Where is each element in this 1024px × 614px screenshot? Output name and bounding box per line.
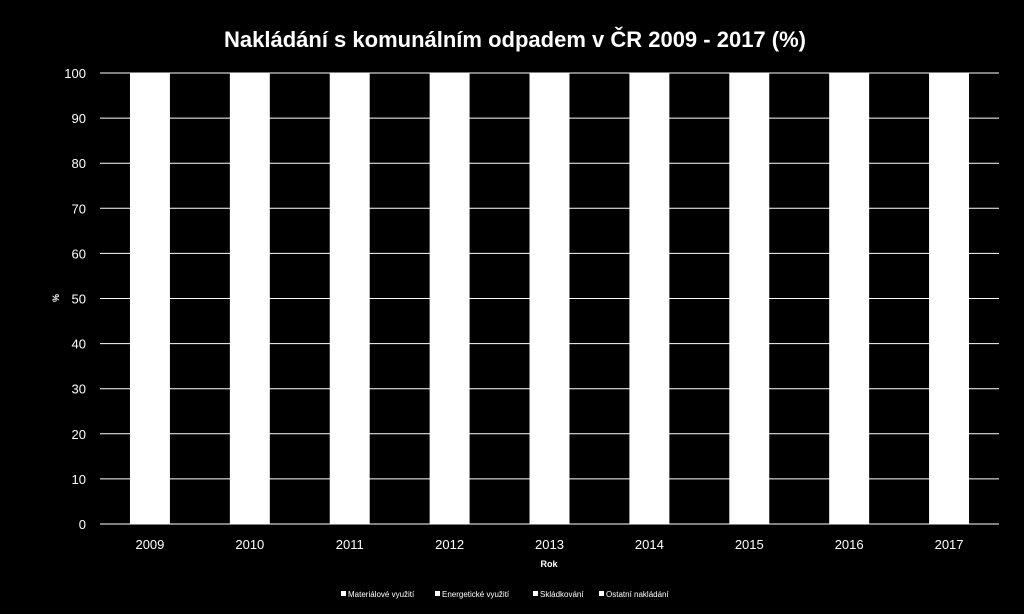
y-tick-label: 10 xyxy=(72,472,86,487)
legend: Materiálové využití Energetické využití Sk… xyxy=(341,590,669,599)
bar-2011-series-3 xyxy=(329,73,370,524)
bar-2016-series-3 xyxy=(829,73,870,524)
bar-2009-series-3 xyxy=(129,73,170,524)
bar-2013-series-3 xyxy=(529,73,570,524)
x-tick-label: 2010 xyxy=(235,537,264,552)
legend-label-1: Energetické využití xyxy=(442,590,510,599)
y-tick-label: 80 xyxy=(72,156,86,171)
bar-2012-series-3 xyxy=(429,73,470,524)
x-tick-label: 2013 xyxy=(535,537,564,552)
x-tick-label: 2017 xyxy=(935,537,964,552)
legend-swatch-2 xyxy=(533,591,538,596)
legend-swatch-1 xyxy=(435,591,440,596)
legend-swatch-0 xyxy=(341,591,346,596)
y-tick-label: 60 xyxy=(72,246,86,261)
legend-label-3: Ostatní nakládání xyxy=(606,590,669,599)
y-tick-label: 20 xyxy=(72,427,86,442)
x-tick-label: 2009 xyxy=(135,537,164,552)
y-tick-label: 50 xyxy=(72,292,86,307)
bar-2014-series-3 xyxy=(629,73,670,524)
y-ticks-layer: 0 10 20 30 40 50 60 70 80 90 100 xyxy=(64,66,86,532)
chart-title: Nakládání s komunálním odpadem v ČR 2009… xyxy=(224,27,806,52)
x-tick-label: 2012 xyxy=(435,537,464,552)
y-tick-label: 30 xyxy=(72,382,86,397)
y-tick-label: 100 xyxy=(64,66,86,81)
x-tick-label: 2015 xyxy=(735,537,764,552)
y-tick-label: 40 xyxy=(72,337,86,352)
legend-label-2: Skládkování xyxy=(540,590,584,599)
y-tick-label: 70 xyxy=(72,201,86,216)
bar-2010-series-3 xyxy=(229,73,270,524)
y-axis-label: % xyxy=(51,294,61,302)
y-tick-label: 90 xyxy=(72,111,86,126)
legend-swatch-3 xyxy=(599,591,604,596)
bar-2015-series-3 xyxy=(729,73,770,524)
legend-label-0: Materiálové využití xyxy=(348,590,415,599)
bars-layer xyxy=(129,73,970,524)
x-tick-label: 2011 xyxy=(336,537,364,552)
y-tick-label: 0 xyxy=(79,517,86,532)
bar-2017-series-3 xyxy=(929,73,970,524)
x-tick-label: 2016 xyxy=(835,537,864,552)
x-tick-label: 2014 xyxy=(635,537,664,552)
x-axis-label: Rok xyxy=(540,559,558,569)
x-ticks-layer: 2009 2010 2011 2012 2013 2014 2015 2016 2017 xyxy=(135,537,963,552)
